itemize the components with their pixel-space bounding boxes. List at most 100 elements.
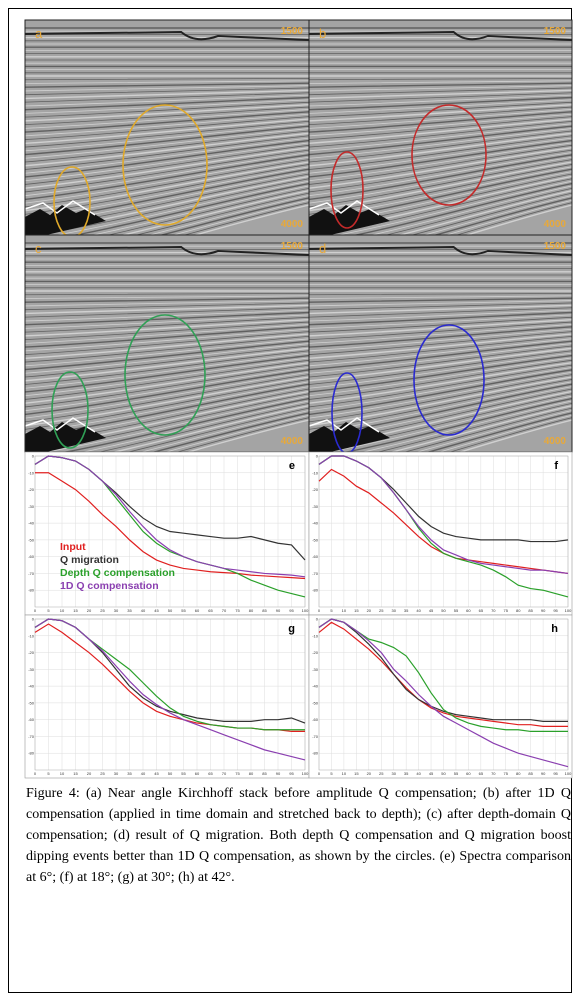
reflector xyxy=(455,202,572,235)
x-tick-label: 70 xyxy=(222,608,227,613)
reflector xyxy=(309,156,572,204)
highlight-circle xyxy=(124,314,206,436)
reflector xyxy=(309,347,572,382)
legend-entry: Q migration xyxy=(60,554,119,566)
x-tick-label: 85 xyxy=(262,771,267,776)
x-tick-label: 65 xyxy=(479,771,484,776)
reflector xyxy=(25,152,309,197)
legend-entry: Input xyxy=(60,541,86,553)
y-tick-label: -10 xyxy=(28,470,35,475)
y-tick-label: -50 xyxy=(312,537,319,542)
x-tick-label: 30 xyxy=(391,771,396,776)
x-tick-label: 0 xyxy=(318,608,321,613)
x-tick-label: 5 xyxy=(330,608,333,613)
reflector xyxy=(448,417,572,452)
x-tick-label: 95 xyxy=(553,608,558,613)
x-tick-label: 45 xyxy=(154,771,159,776)
reflector xyxy=(309,118,572,145)
x-tick-label: 75 xyxy=(504,608,509,613)
reflector xyxy=(25,311,309,326)
reflector xyxy=(426,412,572,452)
reflector xyxy=(25,376,309,427)
seafloor xyxy=(25,245,309,256)
reflector xyxy=(25,123,309,152)
x-tick-label: 50 xyxy=(168,771,173,776)
reflector xyxy=(309,147,572,189)
reflector xyxy=(309,125,572,156)
reflector xyxy=(309,300,572,307)
x-tick-label: 75 xyxy=(504,771,509,776)
reflector xyxy=(25,336,309,363)
reflector xyxy=(309,309,572,322)
reflector xyxy=(25,338,309,367)
reflector xyxy=(25,87,309,96)
reflector xyxy=(106,187,309,235)
chart-panel-label: e xyxy=(289,460,295,472)
basement-edge xyxy=(309,417,380,433)
y-tick-label: -60 xyxy=(28,717,35,722)
x-tick-label: 80 xyxy=(516,608,521,613)
reflector xyxy=(25,109,309,129)
reflector xyxy=(62,397,309,452)
y-tick-label: -20 xyxy=(28,650,35,655)
reflector xyxy=(25,154,309,201)
depth-label: 4000 xyxy=(281,436,304,447)
reflector xyxy=(25,144,309,185)
x-tick-label: 40 xyxy=(416,608,421,613)
reflector xyxy=(309,103,572,122)
reflector xyxy=(309,297,572,303)
reflector xyxy=(309,326,572,348)
y-tick-label: -60 xyxy=(28,554,35,559)
x-tick-label: 55 xyxy=(181,608,186,613)
reflector xyxy=(309,333,572,360)
y-tick-label: 0 xyxy=(316,617,319,622)
reflector xyxy=(25,304,309,315)
x-tick-label: 0 xyxy=(34,608,37,613)
chart-panel-label: h xyxy=(551,623,558,635)
y-tick-label: -30 xyxy=(312,504,319,509)
reflector xyxy=(135,192,309,235)
x-tick-label: 85 xyxy=(528,608,533,613)
reflector xyxy=(25,118,309,145)
reflector xyxy=(309,340,572,371)
reflector xyxy=(309,314,572,329)
y-tick-label: -70 xyxy=(312,571,319,576)
y-tick-label: -60 xyxy=(312,717,319,722)
reflector xyxy=(25,137,309,174)
reflector xyxy=(25,121,309,148)
chart-bg xyxy=(308,614,573,779)
x-tick-label: 20 xyxy=(367,608,372,613)
x-tick-label: 60 xyxy=(466,608,471,613)
reflector xyxy=(457,419,572,452)
reflector xyxy=(25,111,309,133)
reflector xyxy=(309,161,572,212)
x-tick-label: 90 xyxy=(541,608,546,613)
reflector xyxy=(309,292,572,296)
y-tick-label: -20 xyxy=(312,487,319,492)
depth-label: 1500 xyxy=(281,241,304,252)
highlight-circle xyxy=(53,166,91,235)
spectrum-line xyxy=(318,455,569,575)
reflector xyxy=(309,139,572,178)
reflector xyxy=(151,412,309,452)
y-tick-label: -80 xyxy=(312,751,319,756)
x-tick-label: 35 xyxy=(127,771,132,776)
caption: Figure 4: (a) Near angle Kirchhoff stack… xyxy=(26,786,571,885)
reflector xyxy=(25,300,309,307)
depth-label: 1500 xyxy=(544,26,567,37)
reflector xyxy=(343,397,572,452)
reflector xyxy=(111,405,309,452)
reflector xyxy=(97,402,309,452)
spectrum-line xyxy=(318,618,568,722)
reflector xyxy=(389,405,572,452)
x-tick-label: 40 xyxy=(141,771,146,776)
x-tick-label: 75 xyxy=(235,608,240,613)
x-tick-label: 55 xyxy=(454,608,459,613)
seismic-image xyxy=(25,20,309,235)
plot-frame xyxy=(318,455,569,608)
reflector xyxy=(309,149,572,193)
y-tick-label: -20 xyxy=(312,650,319,655)
reflector xyxy=(309,336,572,363)
x-tick-label: 0 xyxy=(34,771,37,776)
y-tick-label: -20 xyxy=(28,487,35,492)
